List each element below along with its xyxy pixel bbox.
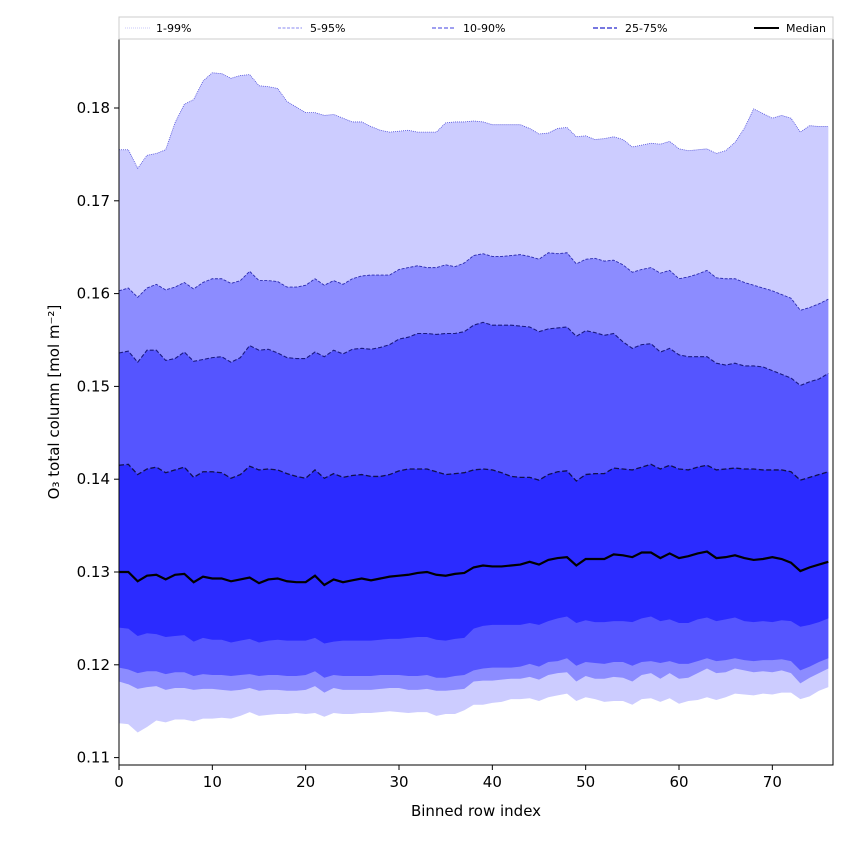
legend-item-1-99: 1-99% — [125, 22, 191, 35]
x-tick-label: 0 — [114, 773, 124, 791]
percentile-edges — [118, 72, 829, 482]
legend-label-1-99: 1-99% — [156, 22, 191, 35]
y-tick-label: 0.13 — [77, 563, 110, 581]
y-tick-label: 0.18 — [77, 99, 110, 117]
legend-label-25-75: 25-75% — [625, 22, 667, 35]
y-tick-label: 0.17 — [77, 192, 110, 210]
legend-label-median: Median — [786, 22, 826, 35]
x-tick-label: 70 — [763, 773, 782, 791]
y-axis-label: O₃ total column [mol m⁻²] — [45, 305, 63, 500]
legend-label-10-90: 10-90% — [463, 22, 505, 35]
legend: 1-99% 5-95% 10-90% 25-75% Median — [118, 16, 834, 40]
y-tick-label: 0.14 — [77, 470, 110, 488]
y-tick-label: 0.12 — [77, 656, 110, 674]
legend-box — [118, 16, 834, 40]
legend-label-5-95: 5-95% — [310, 22, 345, 35]
y-tick-label: 0.11 — [77, 749, 110, 767]
x-axis-label: Binned row index — [411, 802, 541, 820]
x-tick-label: 50 — [576, 773, 595, 791]
median-line — [119, 550, 829, 587]
y-axis-ticks: 0.11 0.12 0.13 0.14 0.15 0.16 0.17 0.18 — [77, 99, 119, 767]
x-tick-label: 20 — [296, 773, 315, 791]
x-tick-label: 40 — [483, 773, 502, 791]
x-tick-label: 60 — [669, 773, 688, 791]
percentile-bands — [119, 72, 829, 733]
legend-item-median: Median — [754, 22, 826, 35]
band-25-75 — [119, 464, 829, 644]
x-tick-label: 30 — [389, 773, 408, 791]
edge-p75 — [118, 463, 829, 482]
y-tick-label: 0.15 — [77, 377, 110, 395]
y-tick-label: 0.16 — [77, 285, 110, 303]
legend-item-5-95: 5-95% — [278, 22, 345, 35]
x-tick-label: 10 — [203, 773, 222, 791]
x-axis-ticks: 0 10 20 30 40 50 60 70 — [114, 765, 782, 791]
edge-p99 — [119, 72, 829, 170]
edge-p95 — [118, 252, 829, 311]
legend-item-10-90: 10-90% — [432, 22, 505, 35]
legend-item-25-75: 25-75% — [593, 22, 667, 35]
